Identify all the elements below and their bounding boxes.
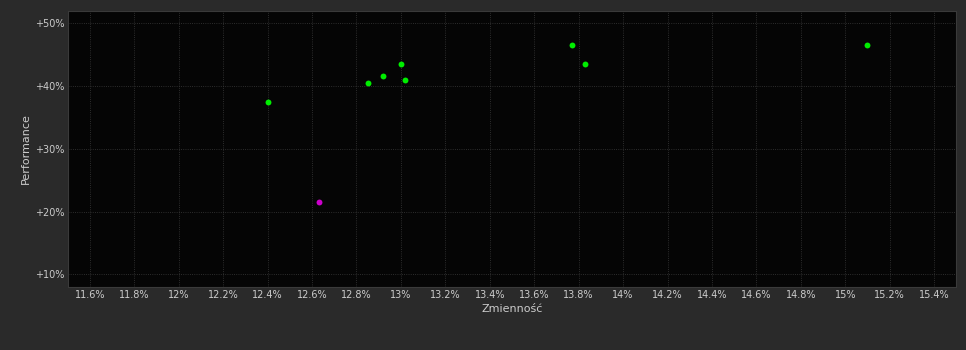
X-axis label: Zmienność: Zmienność <box>481 304 543 314</box>
Point <box>860 42 875 48</box>
Point <box>398 77 413 83</box>
Point <box>376 74 391 79</box>
Point <box>260 99 275 104</box>
Point <box>578 61 593 67</box>
Point <box>311 199 327 205</box>
Y-axis label: Performance: Performance <box>21 113 31 184</box>
Point <box>359 80 375 85</box>
Point <box>393 61 409 67</box>
Point <box>564 42 580 48</box>
